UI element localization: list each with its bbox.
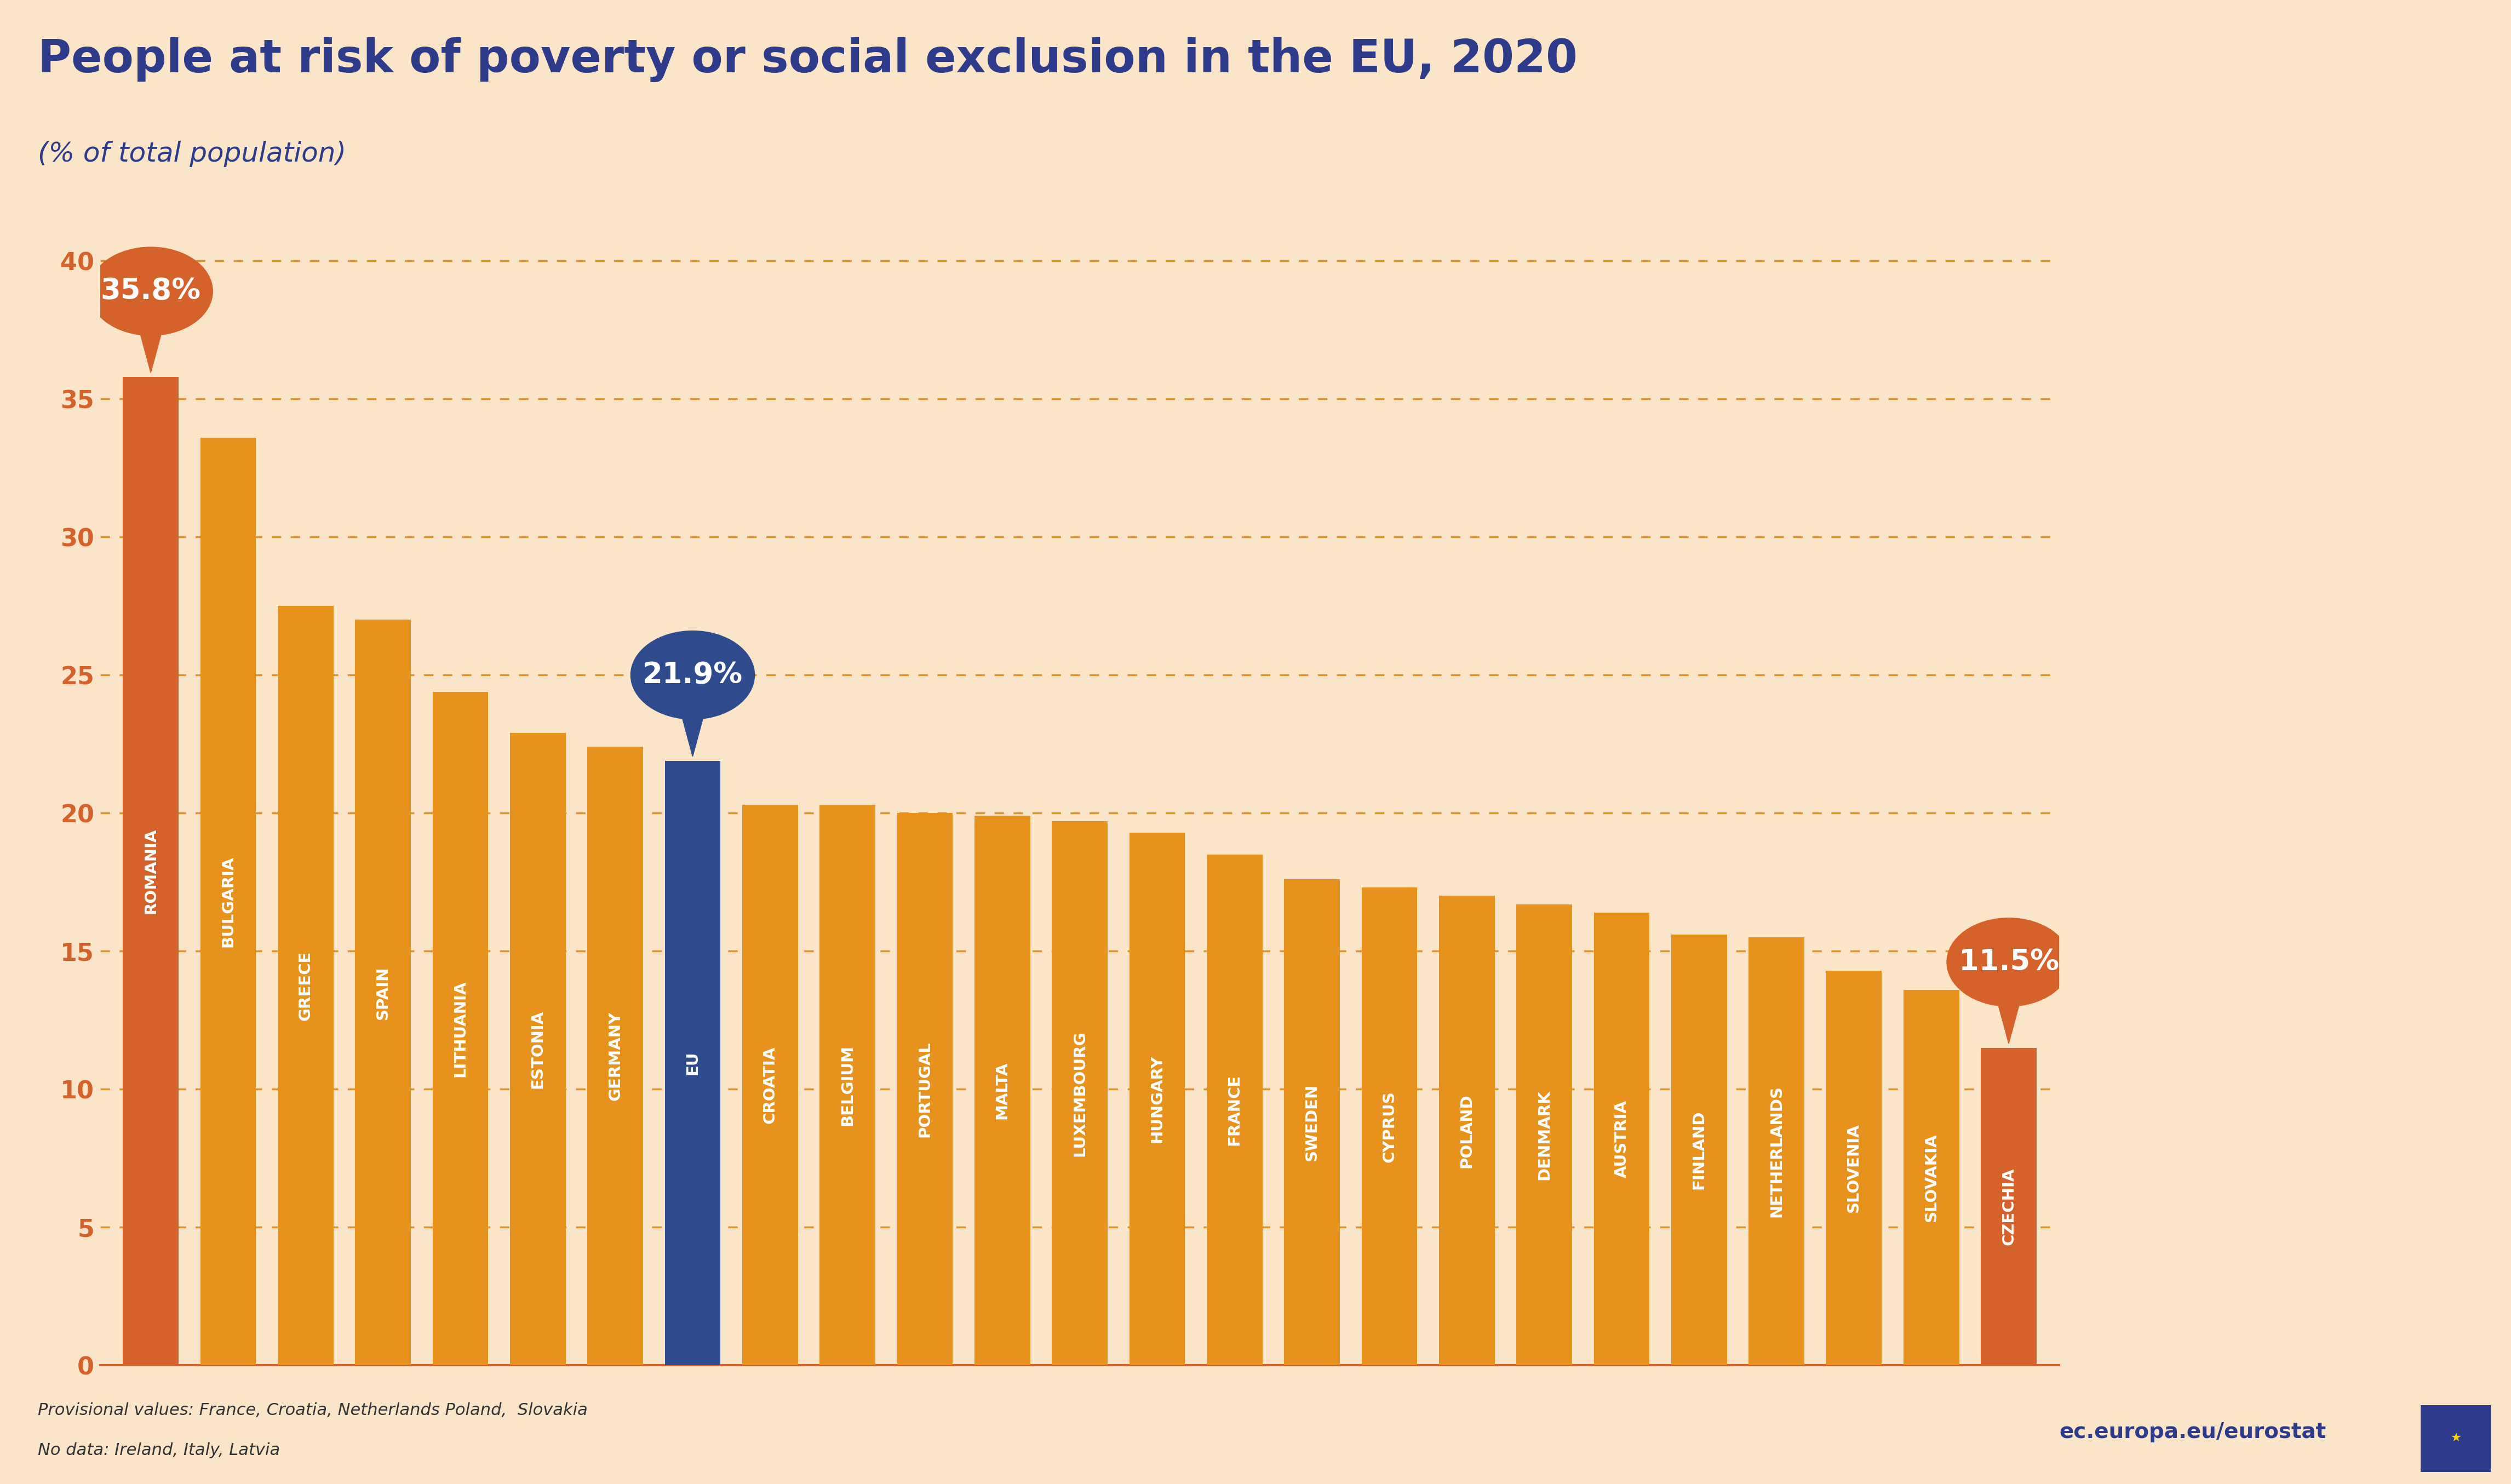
- Text: NETHERLANDS: NETHERLANDS: [1768, 1085, 1785, 1217]
- Text: SPAIN: SPAIN: [374, 966, 392, 1020]
- Text: MALTA: MALTA: [994, 1061, 1009, 1119]
- Bar: [432, 692, 487, 1365]
- Text: People at risk of poverty or social exclusion in the EU, 2020: People at risk of poverty or social excl…: [38, 37, 1577, 82]
- Bar: [1903, 990, 1959, 1365]
- Bar: [1672, 935, 1728, 1365]
- Bar: [1361, 887, 1416, 1365]
- Text: FRANCE: FRANCE: [1228, 1074, 1243, 1146]
- Bar: [1981, 1048, 2036, 1365]
- Text: ec.europa.eu/eurostat: ec.europa.eu/eurostat: [2059, 1422, 2325, 1442]
- Bar: [279, 605, 334, 1365]
- Bar: [1517, 904, 1572, 1365]
- Text: 11.5%: 11.5%: [1959, 948, 2059, 976]
- Text: SLOVAKIA: SLOVAKIA: [1923, 1134, 1938, 1221]
- Text: (% of total population): (% of total population): [38, 141, 347, 168]
- Text: AUSTRIA: AUSTRIA: [1615, 1100, 1630, 1178]
- Bar: [665, 761, 721, 1365]
- Text: LITHUANIA: LITHUANIA: [452, 979, 467, 1077]
- Text: FINLAND: FINLAND: [1692, 1110, 1707, 1190]
- Bar: [354, 620, 412, 1365]
- Bar: [1052, 821, 1107, 1365]
- Text: SWEDEN: SWEDEN: [1303, 1083, 1321, 1160]
- Bar: [1130, 833, 1185, 1365]
- Bar: [896, 813, 952, 1365]
- Bar: [510, 733, 565, 1365]
- Polygon shape: [1999, 1006, 2019, 1043]
- Bar: [1748, 938, 1805, 1365]
- Bar: [1208, 855, 1263, 1365]
- Bar: [1283, 880, 1341, 1365]
- Text: CYPRUS: CYPRUS: [1381, 1091, 1396, 1162]
- Text: 21.9%: 21.9%: [643, 660, 743, 689]
- Text: ★: ★: [2451, 1434, 2461, 1444]
- Polygon shape: [141, 335, 161, 372]
- Text: HUNGARY: HUNGARY: [1150, 1055, 1165, 1143]
- Bar: [201, 438, 256, 1365]
- Polygon shape: [683, 720, 703, 757]
- Bar: [743, 804, 798, 1365]
- Text: DENMARK: DENMARK: [1537, 1089, 1552, 1180]
- Bar: [819, 804, 876, 1365]
- Bar: [1594, 913, 1650, 1365]
- Text: 35.8%: 35.8%: [100, 278, 201, 306]
- Text: BELGIUM: BELGIUM: [839, 1045, 856, 1125]
- Text: GREECE: GREECE: [299, 951, 314, 1021]
- Bar: [1825, 971, 1881, 1365]
- Text: ROMANIA: ROMANIA: [143, 828, 158, 914]
- Text: BULGARIA: BULGARIA: [221, 856, 236, 947]
- Bar: [588, 746, 643, 1365]
- Text: ESTONIA: ESTONIA: [530, 1011, 545, 1088]
- Text: GERMANY: GERMANY: [608, 1012, 623, 1101]
- Text: LUXEMBOURG: LUXEMBOURG: [1072, 1030, 1087, 1156]
- Text: Provisional values: France, Croatia, Netherlands Poland,  Slovakia: Provisional values: France, Croatia, Net…: [38, 1402, 588, 1419]
- Text: CROATIA: CROATIA: [763, 1046, 778, 1123]
- Ellipse shape: [630, 631, 756, 720]
- Text: PORTUGAL: PORTUGAL: [917, 1040, 932, 1137]
- Bar: [123, 377, 178, 1365]
- Bar: [1439, 896, 1494, 1365]
- Text: No data: Ireland, Italy, Latvia: No data: Ireland, Italy, Latvia: [38, 1442, 279, 1459]
- Ellipse shape: [88, 248, 213, 335]
- Bar: [974, 816, 1030, 1365]
- Text: EU: EU: [686, 1051, 701, 1074]
- Text: CZECHIA: CZECHIA: [2001, 1168, 2016, 1245]
- Text: SLOVENIA: SLOVENIA: [1846, 1123, 1861, 1212]
- Text: POLAND: POLAND: [1459, 1094, 1474, 1168]
- Ellipse shape: [1946, 919, 2072, 1006]
